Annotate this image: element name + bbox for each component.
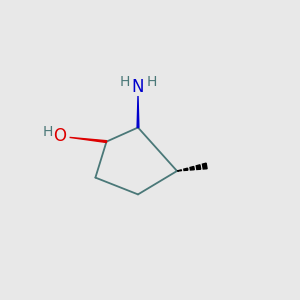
Polygon shape	[70, 137, 106, 142]
Polygon shape	[196, 165, 201, 170]
Text: O: O	[53, 127, 67, 145]
Text: H: H	[43, 125, 53, 139]
Text: H: H	[119, 75, 130, 89]
Text: N: N	[132, 78, 144, 96]
Polygon shape	[184, 168, 188, 170]
Polygon shape	[137, 96, 139, 128]
Polygon shape	[190, 167, 194, 170]
Polygon shape	[202, 163, 207, 169]
Text: H: H	[146, 75, 157, 89]
Polygon shape	[178, 170, 182, 171]
